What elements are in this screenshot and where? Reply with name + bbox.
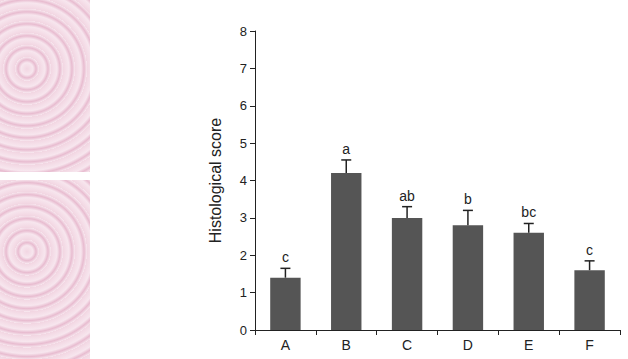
svg-text:D: D (463, 337, 473, 353)
svg-text:F: F (585, 337, 594, 353)
svg-text:b: b (464, 191, 472, 207)
svg-text:1: 1 (240, 285, 247, 300)
svg-text:A: A (281, 337, 291, 353)
svg-text:6: 6 (240, 98, 247, 113)
svg-text:3: 3 (240, 210, 247, 225)
svg-text:c: c (282, 249, 289, 265)
svg-text:ab: ab (399, 188, 415, 204)
svg-text:E: E (524, 337, 533, 353)
svg-text:5: 5 (240, 136, 247, 151)
svg-text:2: 2 (240, 248, 247, 263)
svg-text:B: B (342, 337, 351, 353)
svg-text:4: 4 (240, 173, 247, 188)
svg-text:c: c (586, 242, 593, 258)
svg-text:8: 8 (240, 24, 247, 39)
svg-text:C: C (402, 337, 412, 353)
svg-text:bc: bc (521, 204, 536, 220)
svg-text:7: 7 (240, 61, 247, 76)
svg-text:Histological score: Histological score (207, 118, 224, 243)
svg-text:a: a (342, 141, 350, 157)
svg-text:0: 0 (240, 323, 247, 338)
